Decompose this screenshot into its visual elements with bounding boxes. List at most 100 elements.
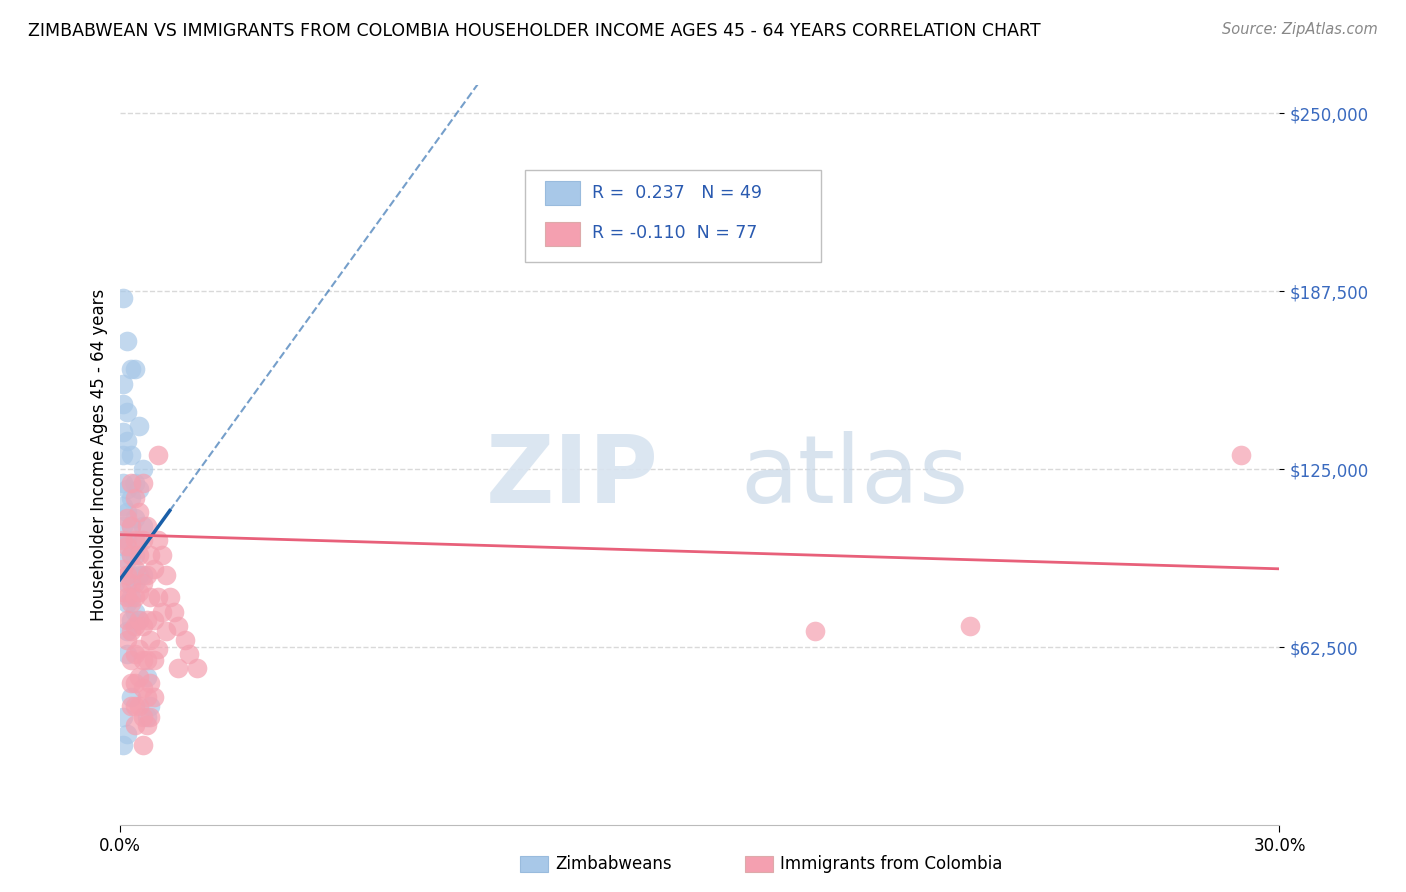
- Point: [155, 567, 177, 582]
- Point: [120, 519, 142, 533]
- Point: [959, 619, 981, 633]
- Point: [117, 624, 138, 639]
- Point: [112, 710, 135, 724]
- Point: [128, 613, 150, 627]
- Point: [148, 641, 170, 656]
- Point: [135, 670, 157, 684]
- Point: [132, 462, 155, 476]
- FancyBboxPatch shape: [526, 169, 821, 262]
- Point: [120, 613, 142, 627]
- Point: [128, 567, 150, 582]
- Point: [132, 567, 155, 582]
- Point: [120, 548, 142, 562]
- Point: [128, 670, 150, 684]
- Point: [120, 519, 142, 533]
- Point: [132, 476, 155, 491]
- Point: [117, 533, 138, 548]
- Point: [139, 591, 162, 605]
- Point: [139, 548, 162, 562]
- Bar: [546, 222, 581, 246]
- Point: [132, 681, 155, 696]
- Point: [124, 591, 146, 605]
- Point: [128, 641, 150, 656]
- Point: [120, 653, 142, 667]
- Point: [112, 562, 135, 576]
- Point: [155, 624, 177, 639]
- Text: ZIMBABWEAN VS IMMIGRANTS FROM COLOMBIA HOUSEHOLDER INCOME AGES 45 - 64 YEARS COR: ZIMBABWEAN VS IMMIGRANTS FROM COLOMBIA H…: [28, 22, 1040, 40]
- Point: [148, 591, 170, 605]
- Point: [112, 584, 135, 599]
- Point: [120, 675, 142, 690]
- Point: [150, 548, 173, 562]
- Point: [143, 613, 166, 627]
- Point: [124, 562, 146, 576]
- Point: [128, 533, 150, 548]
- Point: [128, 548, 150, 562]
- Text: ZIP: ZIP: [486, 431, 659, 523]
- Point: [117, 633, 138, 648]
- Point: [124, 675, 146, 690]
- Point: [120, 362, 142, 376]
- Point: [120, 448, 142, 462]
- Point: [112, 739, 135, 753]
- Point: [112, 539, 135, 553]
- Text: Zimbabweans: Zimbabweans: [555, 855, 672, 873]
- Point: [112, 448, 135, 462]
- Point: [124, 476, 146, 491]
- Point: [132, 710, 155, 724]
- Point: [132, 619, 155, 633]
- Point: [804, 624, 827, 639]
- Text: R =  0.237   N = 49: R = 0.237 N = 49: [592, 184, 762, 202]
- Point: [150, 605, 173, 619]
- Point: [128, 584, 150, 599]
- Point: [139, 633, 162, 648]
- Point: [117, 596, 138, 610]
- Point: [124, 510, 146, 524]
- Point: [120, 698, 142, 713]
- Point: [124, 548, 146, 562]
- Point: [128, 505, 150, 519]
- Point: [132, 653, 155, 667]
- Point: [179, 647, 201, 661]
- Point: [186, 661, 208, 675]
- Point: [135, 567, 157, 582]
- Point: [117, 334, 138, 348]
- Bar: [546, 181, 581, 204]
- Point: [117, 510, 138, 524]
- Point: [112, 425, 135, 439]
- Point: [112, 499, 135, 513]
- Point: [117, 539, 138, 553]
- Point: [139, 675, 162, 690]
- Point: [124, 718, 146, 732]
- Text: R = -0.110  N = 77: R = -0.110 N = 77: [592, 224, 756, 242]
- Point: [143, 653, 166, 667]
- Point: [1229, 448, 1253, 462]
- Point: [117, 591, 138, 605]
- Point: [112, 476, 135, 491]
- Point: [112, 291, 135, 305]
- Point: [128, 482, 150, 496]
- Point: [135, 519, 157, 533]
- Point: [120, 548, 142, 562]
- Point: [112, 519, 135, 533]
- Point: [120, 596, 142, 610]
- Point: [124, 647, 146, 661]
- Point: [124, 533, 146, 548]
- Point: [117, 434, 138, 448]
- Point: [117, 567, 138, 582]
- Point: [143, 562, 166, 576]
- Text: atlas: atlas: [740, 431, 969, 523]
- Point: [124, 619, 146, 633]
- Point: [132, 533, 155, 548]
- Point: [139, 698, 162, 713]
- Point: [117, 482, 138, 496]
- Point: [135, 613, 157, 627]
- Point: [135, 653, 157, 667]
- Point: [128, 419, 150, 434]
- Point: [117, 553, 138, 567]
- Point: [148, 533, 170, 548]
- Text: Immigrants from Colombia: Immigrants from Colombia: [780, 855, 1002, 873]
- Point: [117, 647, 138, 661]
- Point: [120, 567, 142, 582]
- Point: [124, 698, 146, 713]
